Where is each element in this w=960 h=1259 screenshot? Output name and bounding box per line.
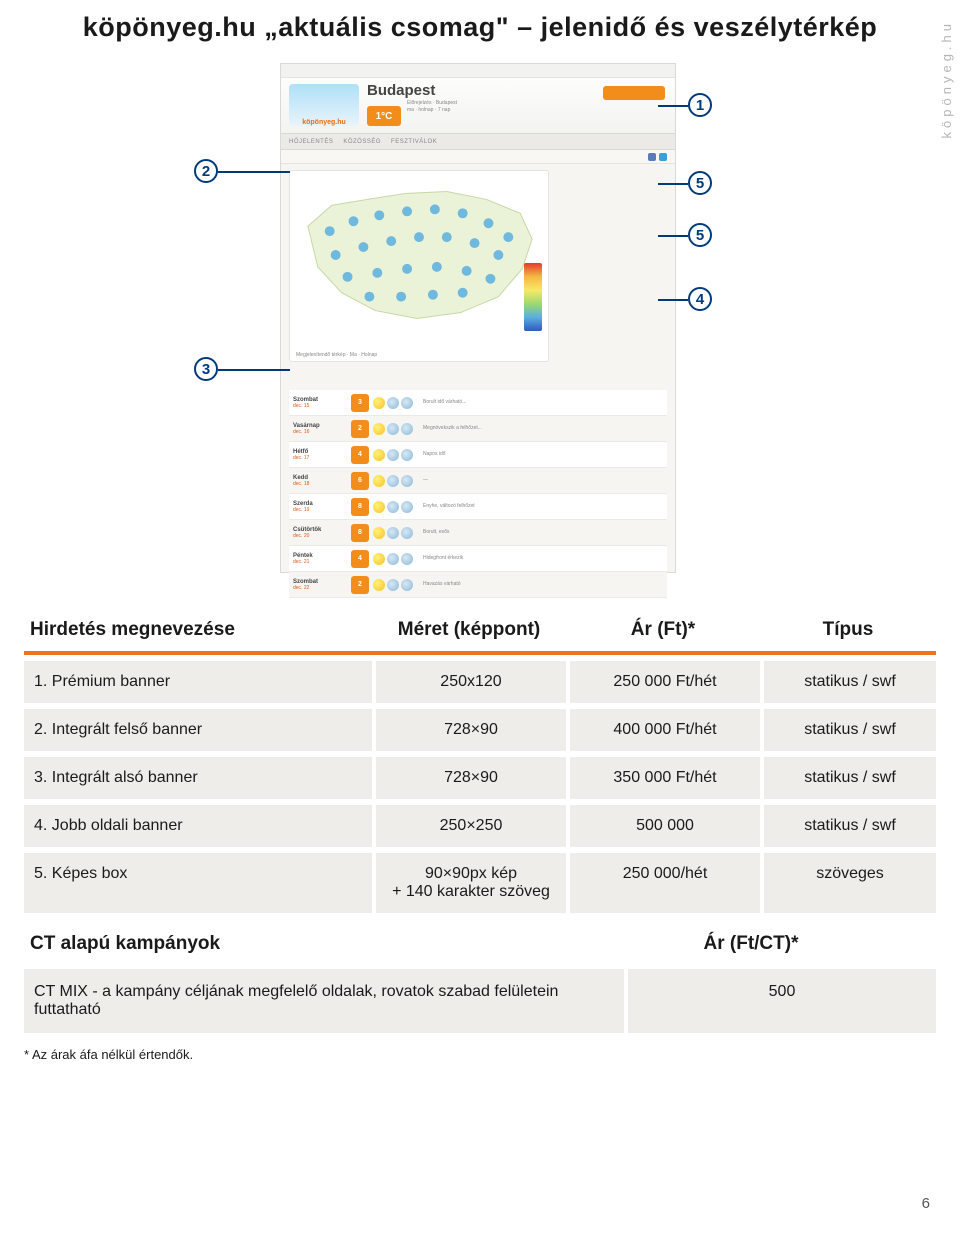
cell-price: 350 000 Ft/hét	[566, 757, 760, 799]
th-size: Méret (képpont)	[372, 619, 566, 641]
cell-name: 4. Jobb oldali banner	[24, 805, 372, 847]
callout-3: 3	[194, 357, 218, 381]
cell-price: 250 000 Ft/hét	[566, 661, 760, 703]
map-svg	[290, 171, 548, 336]
subheader-left: CT alapú kampányok	[24, 933, 566, 955]
shot-search	[603, 86, 665, 100]
shot-meta: Előrejelzés · Budapestma · holnap · 7 na…	[407, 100, 457, 114]
pricing-table: Hirdetés megnevezése Méret (képpont) Ár …	[24, 611, 936, 1033]
callout-5a: 5	[688, 171, 712, 195]
cell-name: 3. Integrált alsó banner	[24, 757, 372, 799]
shot-temp: 1°C	[367, 106, 401, 126]
screenshot-mock: 1 2 5 5 4 3 köpönyeg.hu Budapest 1°C Elő…	[180, 63, 780, 583]
leader-5b	[658, 235, 688, 237]
shot-body: Megjelenítendő térkép · Ma · Holnap Szom…	[281, 164, 675, 572]
table-row-ct: CT MIX - a kampány céljának megfelelő ol…	[24, 969, 936, 1033]
forecast-row: Péntekdec. 214Hidegfront érkezik	[289, 546, 667, 572]
forecast-row: Szerdadec. 198Enyhe, változó felhőzet	[289, 494, 667, 520]
footnote: * Az árak áfa nélkül értendők.	[24, 1047, 960, 1062]
nav-item: HŐJELENTÉS	[289, 139, 333, 145]
ct-name: CT MIX - a kampány céljának megfelelő ol…	[24, 969, 624, 1033]
table-row: 2. Integrált felső banner728×90400 000 F…	[24, 709, 936, 751]
table-header-row: Hirdetés megnevezése Méret (képpont) Ár …	[24, 611, 936, 655]
hungary-map: Megjelenítendő térkép · Ma · Holnap	[289, 170, 549, 362]
cell-type: statikus / swf	[760, 709, 936, 751]
shot-browserbar	[281, 64, 675, 78]
nav-item: KÖZÖSSÉG	[343, 139, 381, 145]
cell-size: 250×250	[372, 805, 566, 847]
page-number: 6	[922, 1195, 930, 1212]
shot-city: Budapest	[367, 82, 435, 99]
callout-2: 2	[194, 159, 218, 183]
map-footer: Megjelenítendő térkép · Ma · Holnap	[296, 352, 377, 358]
cell-type: statikus / swf	[760, 805, 936, 847]
cell-price: 250 000/hét	[566, 853, 760, 913]
callout-1: 1	[688, 93, 712, 117]
th-name: Hirdetés megnevezése	[24, 619, 372, 641]
leader-5a	[658, 183, 688, 185]
shot-logo: köpönyeg.hu	[289, 84, 359, 126]
shot-nav: HŐJELENTÉS KÖZÖSSÉG FESZTIVÁLOK	[281, 134, 675, 150]
cell-type: statikus / swf	[760, 757, 936, 799]
map-legend	[524, 263, 542, 331]
table-row: 1. Prémium banner250x120250 000 Ft/hétst…	[24, 661, 936, 703]
page-title: köpönyeg.hu „aktuális csomag" – jelenidő…	[0, 12, 960, 43]
forecast-row: Szombatdec. 222Havazás várható	[289, 572, 667, 598]
subheader-right: Ár (Ft/CT)*	[566, 933, 936, 955]
ct-price: 500	[624, 969, 936, 1033]
cell-price: 500 000	[566, 805, 760, 847]
th-type: Típus	[760, 619, 936, 641]
leader-2	[218, 171, 290, 173]
table-row: 3. Integrált alsó banner728×90350 000 Ft…	[24, 757, 936, 799]
leader-3	[218, 369, 290, 371]
shot-social	[281, 150, 675, 164]
forecast-row: Kedddec. 186—	[289, 468, 667, 494]
table-row: 4. Jobb oldali banner250×250500 000stati…	[24, 805, 936, 847]
callout-4: 4	[688, 287, 712, 311]
th-price: Ár (Ft)*	[566, 619, 760, 641]
callout-5b: 5	[688, 223, 712, 247]
forecast-row: Vasárnapdec. 162Megnövekszik a felhőzet.…	[289, 416, 667, 442]
cell-name: 2. Integrált felső banner	[24, 709, 372, 751]
cell-size: 90×90px kép+ 140 karakter szöveg	[372, 853, 566, 913]
cell-size: 728×90	[372, 709, 566, 751]
forecast-row: Csütörtökdec. 208Borult, esős	[289, 520, 667, 546]
nav-item: FESZTIVÁLOK	[391, 139, 437, 145]
forecast-row: Hétfődec. 174Napos idő	[289, 442, 667, 468]
cell-name: 1. Prémium banner	[24, 661, 372, 703]
table-subheader: CT alapú kampányok Ár (Ft/CT)*	[24, 927, 936, 961]
leader-4	[658, 299, 688, 301]
cell-name: 5. Képes box	[24, 853, 372, 913]
table-row: 5. Képes box90×90px kép+ 140 karakter sz…	[24, 853, 936, 913]
brand-vertical: köpönyeg.hu	[939, 20, 954, 138]
cell-price: 400 000 Ft/hét	[566, 709, 760, 751]
website-screenshot: köpönyeg.hu Budapest 1°C Előrejelzés · B…	[280, 63, 676, 573]
forecast-row: Szombatdec. 153Borult idő várható...	[289, 390, 667, 416]
forecast-table: Szombatdec. 153Borult idő várható...Vasá…	[289, 390, 667, 598]
shot-header: köpönyeg.hu Budapest 1°C Előrejelzés · B…	[281, 78, 675, 134]
cell-type: statikus / swf	[760, 661, 936, 703]
cell-size: 250x120	[372, 661, 566, 703]
cell-type: szöveges	[760, 853, 936, 913]
cell-size: 728×90	[372, 757, 566, 799]
leader-1	[658, 105, 688, 107]
